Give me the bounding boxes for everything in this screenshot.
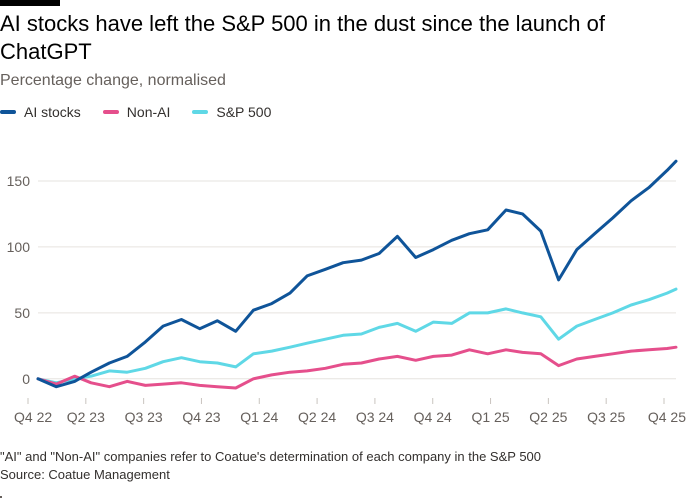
x-tick-label: Q1 24 <box>240 409 278 425</box>
x-tick-label: Q2 25 <box>529 409 567 425</box>
x-tick-label: Q3 25 <box>587 409 625 425</box>
series-line-s-p-500 <box>36 287 678 385</box>
y-tick-label: 100 <box>7 239 31 255</box>
x-tick-label: Q4 22 <box>14 409 52 425</box>
x-tick-label: Q4 24 <box>414 409 452 425</box>
legend-item-non-ai: Non-AI <box>102 104 171 120</box>
x-tick-label: Q1 25 <box>471 409 509 425</box>
footnote: "AI" and "Non-AI" companies refer to Coa… <box>0 449 542 464</box>
chart-subtitle: Percentage change, normalised <box>0 72 226 89</box>
x-tick-label: Q3 23 <box>125 409 163 425</box>
x-axis-ticks: Q4 22 Q2 23 Q3 23 Q4 23 Q1 24 Q2 24 Q3 24 Q4 24… <box>14 398 686 425</box>
y-tick-label: 50 <box>14 305 30 321</box>
y-tick-label: 150 <box>7 173 31 189</box>
legend-swatch-ai <box>0 110 16 114</box>
legend-label-ai: AI stocks <box>24 104 81 120</box>
legend-swatch-non-ai <box>102 110 119 114</box>
line-chart: 0 50 100 150 Q4 22 Q2 23 Q3 23 Q4 23 Q1 24 Q2 24… <box>7 159 686 425</box>
legend-label-non-ai: Non-AI <box>126 104 171 120</box>
x-tick-label: Q4 23 <box>182 409 220 425</box>
legend-item-sp500: S&P 500 <box>192 104 271 120</box>
x-tick-label: Q2 24 <box>298 409 336 425</box>
series-lines <box>36 159 678 390</box>
x-tick-label: Q3 24 <box>356 409 394 425</box>
series-line-ai-stocks <box>36 159 678 389</box>
legend-item-ai: AI stocks <box>0 104 81 120</box>
x-tick-label: Q4 25 <box>648 409 686 425</box>
x-tick-label: Q2 23 <box>67 409 105 425</box>
gridlines <box>38 180 676 380</box>
y-tick-label: 0 <box>22 371 30 387</box>
series-line-non-ai <box>36 345 678 390</box>
source: Source: Coatue Management <box>0 467 170 482</box>
bottom-marker <box>0 496 2 498</box>
legend-swatch-sp500 <box>192 110 209 114</box>
legend: AI stocks Non-AI S&P 500 <box>0 104 271 120</box>
chart-title: AI stocks have left the S&P 500 in the d… <box>0 11 605 64</box>
legend-label-sp500: S&P 500 <box>216 104 272 120</box>
chart-footer: "AI" and "Non-AI" companies refer to Coa… <box>0 448 541 484</box>
y-axis-ticks: 0 50 100 150 <box>7 173 31 387</box>
brand-bar <box>0 0 60 6</box>
